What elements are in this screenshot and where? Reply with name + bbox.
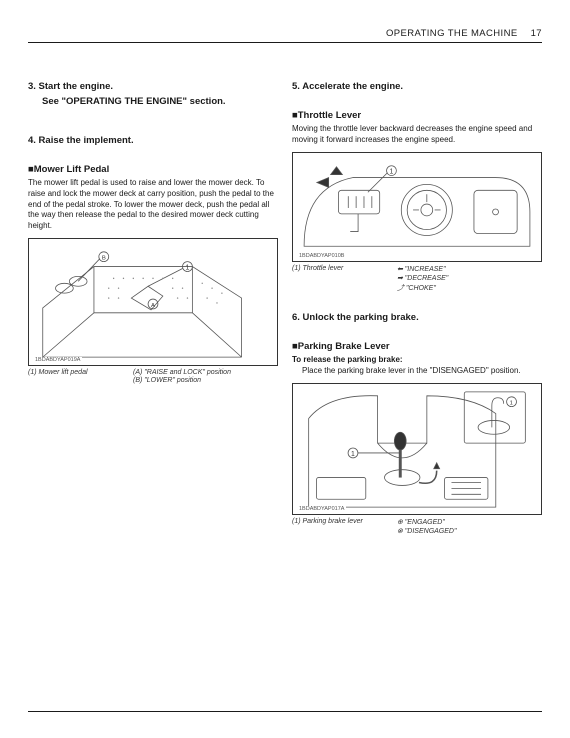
throttle-body: Moving the throttle lever backward decre… — [292, 124, 542, 146]
brake-heading: ■Parking Brake Lever — [292, 341, 542, 352]
mower-lift-heading: ■Mower Lift Pedal — [28, 164, 278, 175]
content-columns: 3. Start the engine. See "OPERATING THE … — [28, 67, 542, 536]
caption-1-r2: (B) "LOWER" position — [133, 377, 278, 384]
caption-2-r1: ⬅ "INCREASE" — [397, 265, 542, 273]
figure-code-3: 1BDABDYAP017A — [297, 506, 346, 512]
step-4: 4. Raise the implement. — [28, 135, 278, 146]
caption-2-r3: ⤴ "CHOKE" — [397, 283, 542, 293]
caption-2: (1) Throttle lever ⬅ "INCREASE" ➡ "DECRE… — [292, 265, 542, 294]
svg-text:1: 1 — [185, 265, 189, 272]
svg-text:B: B — [102, 256, 106, 262]
right-column: 5. Accelerate the engine. ■Throttle Leve… — [292, 67, 542, 536]
caption-3-r2: ⊗ "DISENGAGED" — [397, 527, 542, 535]
step-6: 6. Unlock the parking brake. — [292, 312, 542, 323]
figure-code-1: 1BDABDYAP019A — [33, 357, 82, 363]
mower-lift-diagram: 1 B A — [29, 239, 277, 365]
caption-2-left: (1) Throttle lever — [292, 265, 397, 294]
caption-2-r2: ➡ "DECREASE" — [397, 274, 542, 282]
page-number: 17 — [531, 28, 542, 39]
page-header: OPERATING THE MACHINE 17 — [28, 28, 542, 43]
caption-1-left: (1) Mower lift pedal — [28, 369, 133, 385]
footer-rule — [28, 711, 542, 712]
caption-1: (1) Mower lift pedal (A) "RAISE and LOCK… — [28, 369, 278, 385]
caption-3-r1: ⊕ "ENGAGED" — [397, 518, 542, 526]
step-5: 5. Accelerate the engine. — [292, 81, 542, 92]
brake-subhead: To release the parking brake: — [292, 355, 542, 366]
header-title: OPERATING THE MACHINE — [386, 28, 518, 39]
throttle-diagram: 1 — [293, 153, 541, 261]
figure-brake: 1 1 1BDABDYAP017A — [292, 383, 542, 515]
svg-text:1: 1 — [390, 168, 394, 175]
brake-diagram: 1 1 — [293, 384, 541, 514]
svg-text:A: A — [151, 303, 155, 309]
caption-1-r1: (A) "RAISE and LOCK" position — [133, 369, 278, 376]
caption-3: (1) Parking brake lever ⊕ "ENGAGED" ⊗ "D… — [292, 518, 542, 536]
mower-lift-body: The mower lift pedal is used to raise an… — [28, 178, 278, 232]
left-column: 3. Start the engine. See "OPERATING THE … — [28, 67, 278, 536]
brake-body: Place the parking brake lever in the "DI… — [292, 366, 542, 377]
figure-mower-lift: 1 B A 1BDABDYAP019A — [28, 238, 278, 366]
figure-code-2: 1BDABDYAP010B — [297, 253, 346, 259]
svg-text:1: 1 — [351, 451, 355, 458]
step-3-sub: See "OPERATING THE ENGINE" section. — [28, 96, 278, 107]
caption-3-left: (1) Parking brake lever — [292, 518, 397, 536]
step-3: 3. Start the engine. — [28, 81, 278, 92]
svg-text:1: 1 — [510, 401, 513, 407]
throttle-heading: ■Throttle Lever — [292, 110, 542, 121]
figure-throttle: 1 1BDABDYAP010B — [292, 152, 542, 262]
